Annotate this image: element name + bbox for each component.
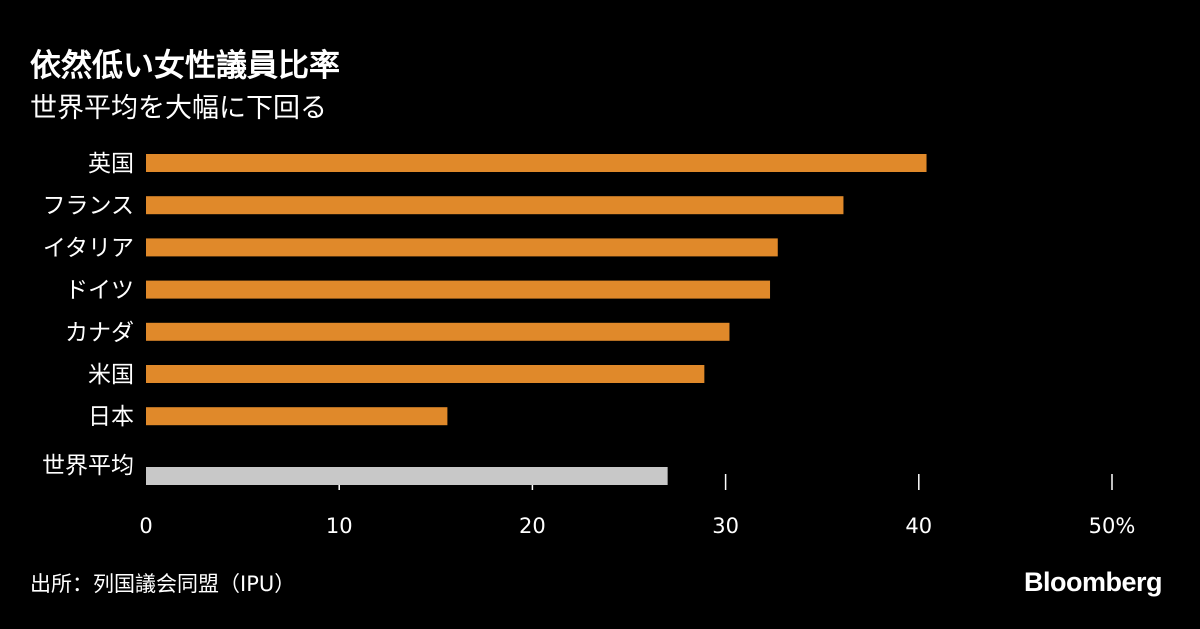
bar-country: [146, 365, 705, 383]
bar-country: [146, 407, 448, 426]
category-label: ドイツ: [65, 278, 134, 304]
bar-country: [146, 196, 844, 215]
x-tick-label: 20: [519, 514, 546, 538]
category-label: 日本: [88, 404, 134, 430]
chart-title: 依然低い女性議員比率: [30, 48, 340, 84]
category-label: 米国: [88, 362, 134, 388]
x-tick-label: 0: [139, 514, 152, 538]
category-label: カナダ: [65, 320, 134, 346]
source-note: 出所：列国議会同盟（IPU）: [30, 572, 296, 596]
x-tick-label: 50%: [1089, 514, 1136, 538]
bar-average: [146, 467, 668, 485]
bar-country: [146, 280, 771, 299]
x-tick-label: 30: [712, 514, 739, 538]
bar-country: [146, 322, 730, 341]
chart-subtitle: 世界平均を大幅に下回る: [30, 93, 327, 124]
category-label: 英国: [88, 151, 134, 177]
x-tick-label: 40: [905, 514, 932, 538]
x-tick-label: 10: [326, 514, 353, 538]
bar-country: [146, 238, 778, 257]
bloomberg-logo: Bloomberg: [1023, 567, 1163, 597]
bar-country: [146, 154, 927, 172]
category-label: フランス: [42, 193, 134, 219]
category-label: イタリア: [43, 235, 134, 261]
category-label: 世界平均: [42, 453, 134, 479]
